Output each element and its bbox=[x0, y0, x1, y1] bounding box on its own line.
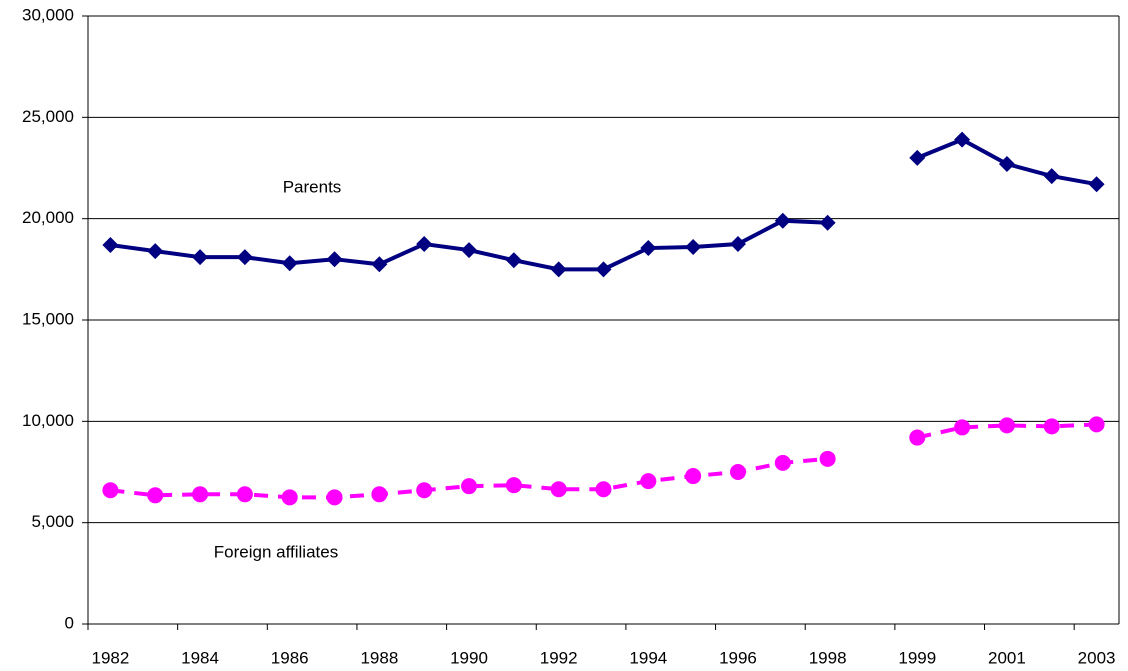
y-tick-label: 20,000 bbox=[22, 208, 74, 227]
marker bbox=[236, 486, 253, 503]
marker bbox=[416, 482, 433, 499]
marker bbox=[640, 473, 657, 490]
marker bbox=[147, 487, 164, 504]
marker bbox=[774, 454, 791, 471]
marker bbox=[774, 212, 791, 229]
marker bbox=[550, 481, 567, 498]
marker bbox=[371, 486, 388, 503]
x-tick-label: 1996 bbox=[719, 648, 757, 667]
y-tick-label: 15,000 bbox=[22, 309, 74, 328]
y-tick-label: 0 bbox=[65, 613, 74, 632]
series-line bbox=[110, 422, 1097, 500]
x-tick-label: 1990 bbox=[450, 648, 488, 667]
x-tick-label: 1999 bbox=[898, 648, 936, 667]
x-tick-label: 1994 bbox=[629, 648, 667, 667]
x-tick-label: 1982 bbox=[91, 648, 129, 667]
marker bbox=[909, 429, 926, 446]
x-tick-label: 1986 bbox=[271, 648, 309, 667]
marker bbox=[102, 482, 119, 499]
x-tick-label: 2003 bbox=[1078, 648, 1116, 667]
marker bbox=[326, 489, 343, 506]
marker bbox=[819, 450, 836, 467]
marker bbox=[461, 478, 478, 495]
marker bbox=[550, 261, 567, 278]
marker bbox=[1088, 176, 1105, 193]
marker bbox=[909, 149, 926, 166]
y-tick-label: 5,000 bbox=[31, 512, 74, 531]
marker bbox=[326, 251, 343, 268]
marker bbox=[281, 255, 298, 272]
marker bbox=[192, 249, 209, 266]
marker bbox=[102, 237, 119, 254]
series-annotation: Foreign affiliates bbox=[214, 542, 338, 561]
y-tick-label: 30,000 bbox=[22, 5, 74, 24]
marker bbox=[819, 214, 836, 231]
marker bbox=[1043, 168, 1060, 185]
marker bbox=[998, 155, 1015, 172]
marker bbox=[461, 242, 478, 259]
y-tick-label: 25,000 bbox=[22, 107, 74, 126]
marker bbox=[416, 236, 433, 252]
x-tick-label: 1988 bbox=[360, 648, 398, 667]
marker bbox=[729, 464, 746, 480]
marker bbox=[729, 236, 746, 252]
marker bbox=[954, 131, 971, 148]
marker bbox=[998, 417, 1015, 434]
marker bbox=[685, 239, 702, 256]
x-tick-label: 2001 bbox=[988, 648, 1026, 667]
marker bbox=[236, 249, 253, 266]
marker bbox=[954, 419, 971, 436]
marker bbox=[505, 252, 522, 269]
y-tick-label: 10,000 bbox=[22, 411, 74, 430]
marker bbox=[371, 256, 388, 273]
marker bbox=[640, 240, 657, 257]
x-tick-label: 1998 bbox=[809, 648, 847, 667]
marker bbox=[147, 243, 164, 260]
marker bbox=[1043, 418, 1060, 435]
series-annotation: Parents bbox=[283, 177, 342, 196]
marker bbox=[685, 468, 702, 485]
x-tick-label: 1992 bbox=[540, 648, 578, 667]
x-tick-label: 1984 bbox=[181, 648, 219, 667]
marker bbox=[192, 486, 209, 503]
marker bbox=[1088, 416, 1105, 433]
marker bbox=[595, 481, 612, 498]
marker bbox=[505, 477, 522, 494]
marker bbox=[281, 489, 298, 506]
marker bbox=[595, 261, 612, 278]
